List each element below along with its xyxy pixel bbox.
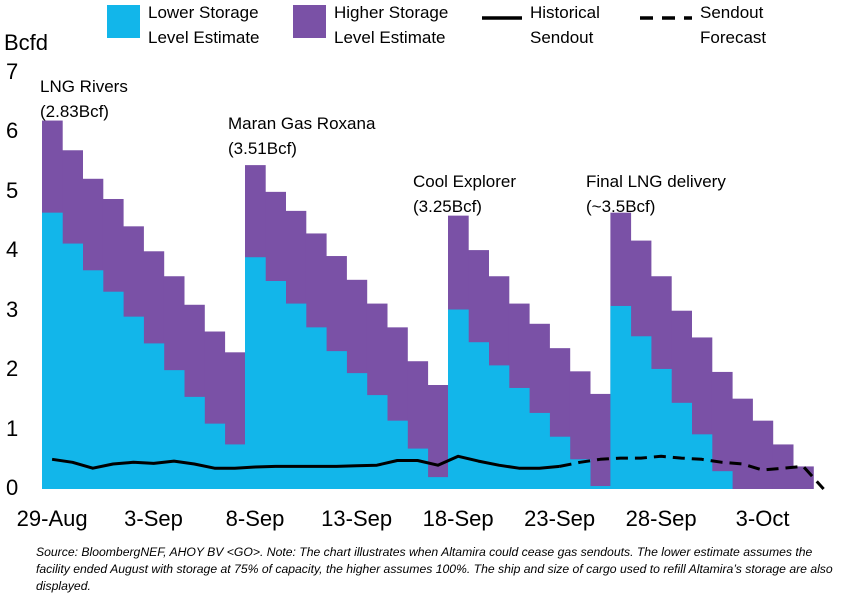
storage-bar <box>793 466 814 489</box>
storage-bar <box>691 434 713 489</box>
storage-bar <box>163 370 185 489</box>
y-tick-label: 2 <box>6 356 19 382</box>
x-tick-label: 18-Sep <box>422 506 494 531</box>
storage-bar <box>326 351 347 489</box>
storage-bar <box>711 371 733 489</box>
storage-bar <box>529 412 550 489</box>
storage-bar <box>468 342 489 489</box>
y-tick-label: 5 <box>6 177 19 203</box>
annotation: Maran Gas Roxana (3.51Bcf) <box>228 114 376 158</box>
storage-bar <box>305 327 327 489</box>
storage-bar <box>671 402 692 489</box>
storage-bar <box>752 420 774 489</box>
x-tick-label: 29-Aug <box>16 506 88 531</box>
y-tick-label: 3 <box>6 296 19 322</box>
y-tick-label: 1 <box>6 415 19 441</box>
sendout-line <box>51 454 560 470</box>
storage-bar <box>630 336 652 489</box>
y-axis-label: Bcfd <box>4 30 49 55</box>
storage-bar <box>488 365 510 489</box>
sendout-line <box>559 454 825 491</box>
legend-label: Lower Storage Level Estimate <box>148 3 260 47</box>
x-tick-label: 23-Sep <box>524 506 596 531</box>
legend-label: Sendout Forecast <box>700 3 767 47</box>
y-tick-label: 7 <box>6 59 19 84</box>
x-tick-label: 13-Sep <box>321 506 393 531</box>
storage-bar <box>569 459 591 489</box>
legend-label: Higher Storage Level Estimate <box>334 3 449 47</box>
storage-bar <box>448 309 469 489</box>
storage-bar <box>732 398 753 489</box>
storage-bar <box>427 477 449 489</box>
x-tick-label: 28-Sep <box>625 506 697 531</box>
storage-bar <box>590 486 611 489</box>
storage-bar <box>245 257 266 489</box>
y-tick-label: 6 <box>6 118 19 144</box>
storage-bar <box>427 385 449 489</box>
storage-bar <box>204 423 226 489</box>
x-tick-label: 3-Sep <box>124 506 183 531</box>
storage-bar <box>143 343 165 489</box>
storage-bar <box>549 436 571 489</box>
storage-bar <box>42 212 63 489</box>
storage-bar <box>346 373 368 489</box>
storage-bar <box>123 316 144 489</box>
storage-bar <box>366 395 388 489</box>
storage-bar <box>610 305 632 489</box>
annotation: Final LNG delivery (~3.5Bcf) <box>586 172 726 216</box>
storage-bar <box>82 270 104 489</box>
annotation: Cool Explorer (3.25Bcf) <box>413 172 516 216</box>
storage-bar <box>407 448 429 489</box>
source-note: Source: BloombergNEF, AHOY BV <GO>. Note… <box>36 545 833 593</box>
storage-bar <box>285 303 307 489</box>
storage-bar <box>265 281 286 489</box>
y-tick-label: 0 <box>6 475 19 500</box>
legend-swatch <box>107 5 140 38</box>
y-tick-label: 4 <box>6 237 19 263</box>
storage-bar <box>387 420 408 489</box>
storage-bar <box>772 444 794 489</box>
legend-swatch <box>293 5 326 38</box>
storage-bar <box>508 387 530 489</box>
legend-label: Historical Sendout <box>530 3 600 47</box>
x-tick-label: 3-Oct <box>735 506 790 531</box>
annotation: LNG Rivers (2.83Bcf) <box>40 77 128 121</box>
storage-bar <box>184 396 205 489</box>
storage-bar <box>711 471 733 489</box>
storage-bar <box>62 243 83 489</box>
x-tick-label: 8-Sep <box>225 506 285 531</box>
storage-bar <box>102 291 124 489</box>
storage-bar <box>651 368 672 489</box>
storage-bar <box>590 393 611 489</box>
